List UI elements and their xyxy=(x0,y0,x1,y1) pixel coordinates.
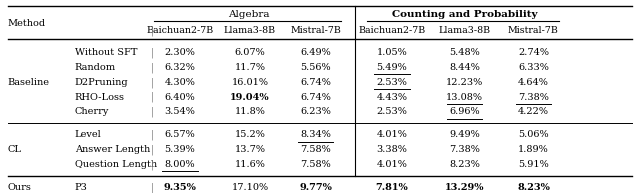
Text: |: | xyxy=(151,159,154,170)
Text: 5.49%: 5.49% xyxy=(376,63,408,72)
Text: Question Length: Question Length xyxy=(75,160,157,169)
Text: 13.7%: 13.7% xyxy=(234,145,266,154)
Text: 9.77%: 9.77% xyxy=(299,183,332,192)
Text: 4.01%: 4.01% xyxy=(376,160,408,169)
Text: 5.91%: 5.91% xyxy=(518,160,549,169)
Text: Level: Level xyxy=(75,130,101,139)
Text: Baichuan2-7B: Baichuan2-7B xyxy=(358,26,426,35)
Text: 6.40%: 6.40% xyxy=(164,93,195,102)
Text: 13.08%: 13.08% xyxy=(446,93,483,102)
Text: 2.74%: 2.74% xyxy=(518,48,549,57)
Text: 7.38%: 7.38% xyxy=(518,93,549,102)
Text: 5.06%: 5.06% xyxy=(518,130,548,139)
Text: 17.10%: 17.10% xyxy=(231,183,268,192)
Text: |: | xyxy=(151,130,154,140)
Text: 6.74%: 6.74% xyxy=(300,93,331,102)
Text: 7.58%: 7.58% xyxy=(300,160,331,169)
Text: 12.23%: 12.23% xyxy=(446,78,483,87)
Text: 5.39%: 5.39% xyxy=(164,145,195,154)
Text: Llama3-8B: Llama3-8B xyxy=(224,26,276,35)
Text: Without SFT: Without SFT xyxy=(75,48,137,57)
Text: 11.7%: 11.7% xyxy=(234,63,266,72)
Text: 7.58%: 7.58% xyxy=(300,145,331,154)
Text: Counting and Probability: Counting and Probability xyxy=(392,10,537,19)
Text: 8.44%: 8.44% xyxy=(449,63,480,72)
Text: Answer Length: Answer Length xyxy=(75,145,150,154)
Text: |: | xyxy=(151,25,154,36)
Text: 9.49%: 9.49% xyxy=(449,130,480,139)
Text: 11.6%: 11.6% xyxy=(234,160,266,169)
Text: 6.74%: 6.74% xyxy=(300,78,331,87)
Text: 6.32%: 6.32% xyxy=(164,63,195,72)
Text: Llama3-8B: Llama3-8B xyxy=(438,26,491,35)
Text: 4.01%: 4.01% xyxy=(376,130,408,139)
Text: 5.48%: 5.48% xyxy=(449,48,480,57)
Text: 7.38%: 7.38% xyxy=(449,145,480,154)
Text: 8.34%: 8.34% xyxy=(300,130,331,139)
Text: |: | xyxy=(151,47,154,58)
Text: 6.23%: 6.23% xyxy=(300,108,331,116)
Text: 2.30%: 2.30% xyxy=(164,48,195,57)
Text: CL: CL xyxy=(8,145,22,154)
Text: 6.49%: 6.49% xyxy=(300,48,331,57)
Text: 9.35%: 9.35% xyxy=(163,183,196,192)
Text: |: | xyxy=(151,144,154,155)
Text: 8.23%: 8.23% xyxy=(449,160,480,169)
Text: 6.33%: 6.33% xyxy=(518,63,549,72)
Text: P3: P3 xyxy=(75,183,88,192)
Text: 2.53%: 2.53% xyxy=(376,108,408,116)
Text: 16.01%: 16.01% xyxy=(232,78,268,87)
Text: Baichuan2-7B: Baichuan2-7B xyxy=(146,26,213,35)
Text: Method: Method xyxy=(8,19,46,28)
Text: Ours: Ours xyxy=(8,183,31,192)
Text: 6.96%: 6.96% xyxy=(449,108,480,116)
Text: 4.43%: 4.43% xyxy=(376,93,408,102)
Text: Algebra: Algebra xyxy=(228,10,270,19)
Text: 3.54%: 3.54% xyxy=(164,108,195,116)
Text: 11.8%: 11.8% xyxy=(234,108,266,116)
Text: 4.30%: 4.30% xyxy=(164,78,195,87)
Text: 7.81%: 7.81% xyxy=(376,183,408,192)
Text: 3.38%: 3.38% xyxy=(376,145,408,154)
Text: 6.07%: 6.07% xyxy=(234,48,266,57)
Text: 19.04%: 19.04% xyxy=(230,93,269,102)
Text: |: | xyxy=(151,77,154,88)
Text: 6.57%: 6.57% xyxy=(164,130,195,139)
Text: 2.53%: 2.53% xyxy=(376,78,408,87)
Text: Baseline: Baseline xyxy=(8,78,50,87)
Text: 8.00%: 8.00% xyxy=(164,160,195,169)
Text: 5.56%: 5.56% xyxy=(300,63,331,72)
Text: 1.89%: 1.89% xyxy=(518,145,549,154)
Text: RHO-Loss: RHO-Loss xyxy=(75,93,125,102)
Text: |: | xyxy=(151,107,154,117)
Text: 13.29%: 13.29% xyxy=(445,183,484,192)
Text: 4.64%: 4.64% xyxy=(518,78,549,87)
Text: Mistral-7B: Mistral-7B xyxy=(290,26,341,35)
Text: |: | xyxy=(151,182,154,193)
Text: 4.22%: 4.22% xyxy=(518,108,549,116)
Text: 8.23%: 8.23% xyxy=(517,183,550,192)
Text: Mistral-7B: Mistral-7B xyxy=(508,26,559,35)
Text: |: | xyxy=(151,92,154,102)
Text: 1.05%: 1.05% xyxy=(376,48,408,57)
Text: Random: Random xyxy=(75,63,116,72)
Text: |: | xyxy=(151,62,154,73)
Text: 15.2%: 15.2% xyxy=(234,130,266,139)
Text: Cherry: Cherry xyxy=(75,108,109,116)
Text: D2Pruning: D2Pruning xyxy=(75,78,128,87)
